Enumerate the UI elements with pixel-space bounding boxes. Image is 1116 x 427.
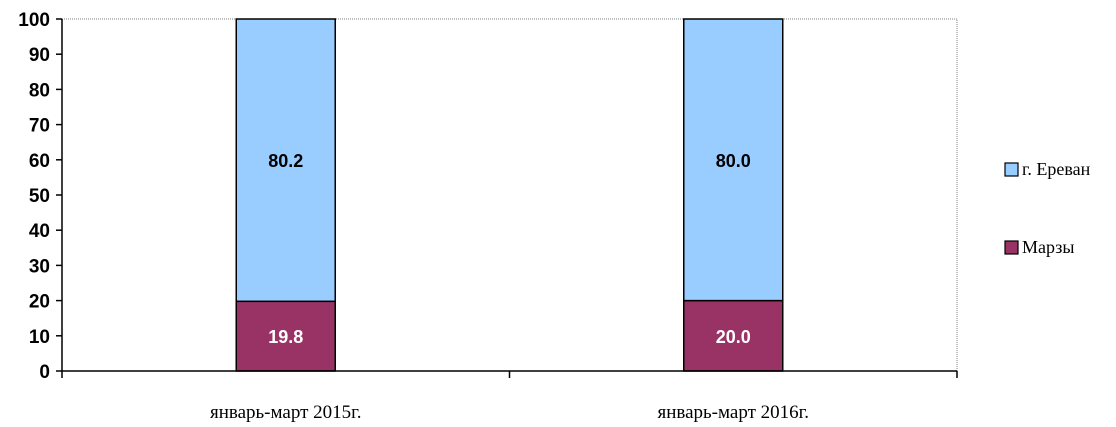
y-tick-label: 60 [29, 151, 50, 172]
y-tick-label: 100 [18, 10, 50, 31]
bar-segment [683, 299, 784, 372]
x-category-label: январь-март 2016г. [657, 402, 809, 423]
x-category-label: январь-март 2015г. [210, 402, 362, 423]
y-tick-label: 90 [29, 45, 50, 66]
legend-label: Марзы [1022, 237, 1074, 257]
legend-swatch [1004, 162, 1019, 177]
y-tick-label: 80 [29, 80, 50, 101]
bar-value-label: 20.0 [716, 327, 751, 347]
bar-segment [235, 18, 336, 303]
y-tick-label: 70 [29, 116, 50, 137]
legend: г. Ереван Марзы [1004, 159, 1091, 257]
y-tick-label: 20 [29, 292, 50, 313]
y-tick-label: 50 [29, 186, 50, 207]
legend-label: г. Ереван [1022, 159, 1091, 179]
y-tick-label: 40 [29, 221, 50, 242]
legend-swatch [1004, 240, 1019, 255]
bar-segment [235, 300, 336, 372]
bar-value-label: 80.0 [716, 151, 751, 171]
bar-value-label: 19.8 [268, 327, 303, 347]
bars-group: 19.8 80.2 20.0 80.0 [235, 18, 784, 372]
bar-value-label: 80.2 [268, 151, 303, 171]
y-tick-label: 0 [39, 362, 50, 383]
axes-group: 0 10 20 30 40 50 60 70 80 90 100 январь-март 2015г.… [18, 10, 958, 423]
y-tick-label: 10 [29, 327, 50, 348]
bar-segment [683, 18, 784, 302]
y-tick-label: 30 [29, 256, 50, 277]
plot-area [61, 18, 958, 372]
